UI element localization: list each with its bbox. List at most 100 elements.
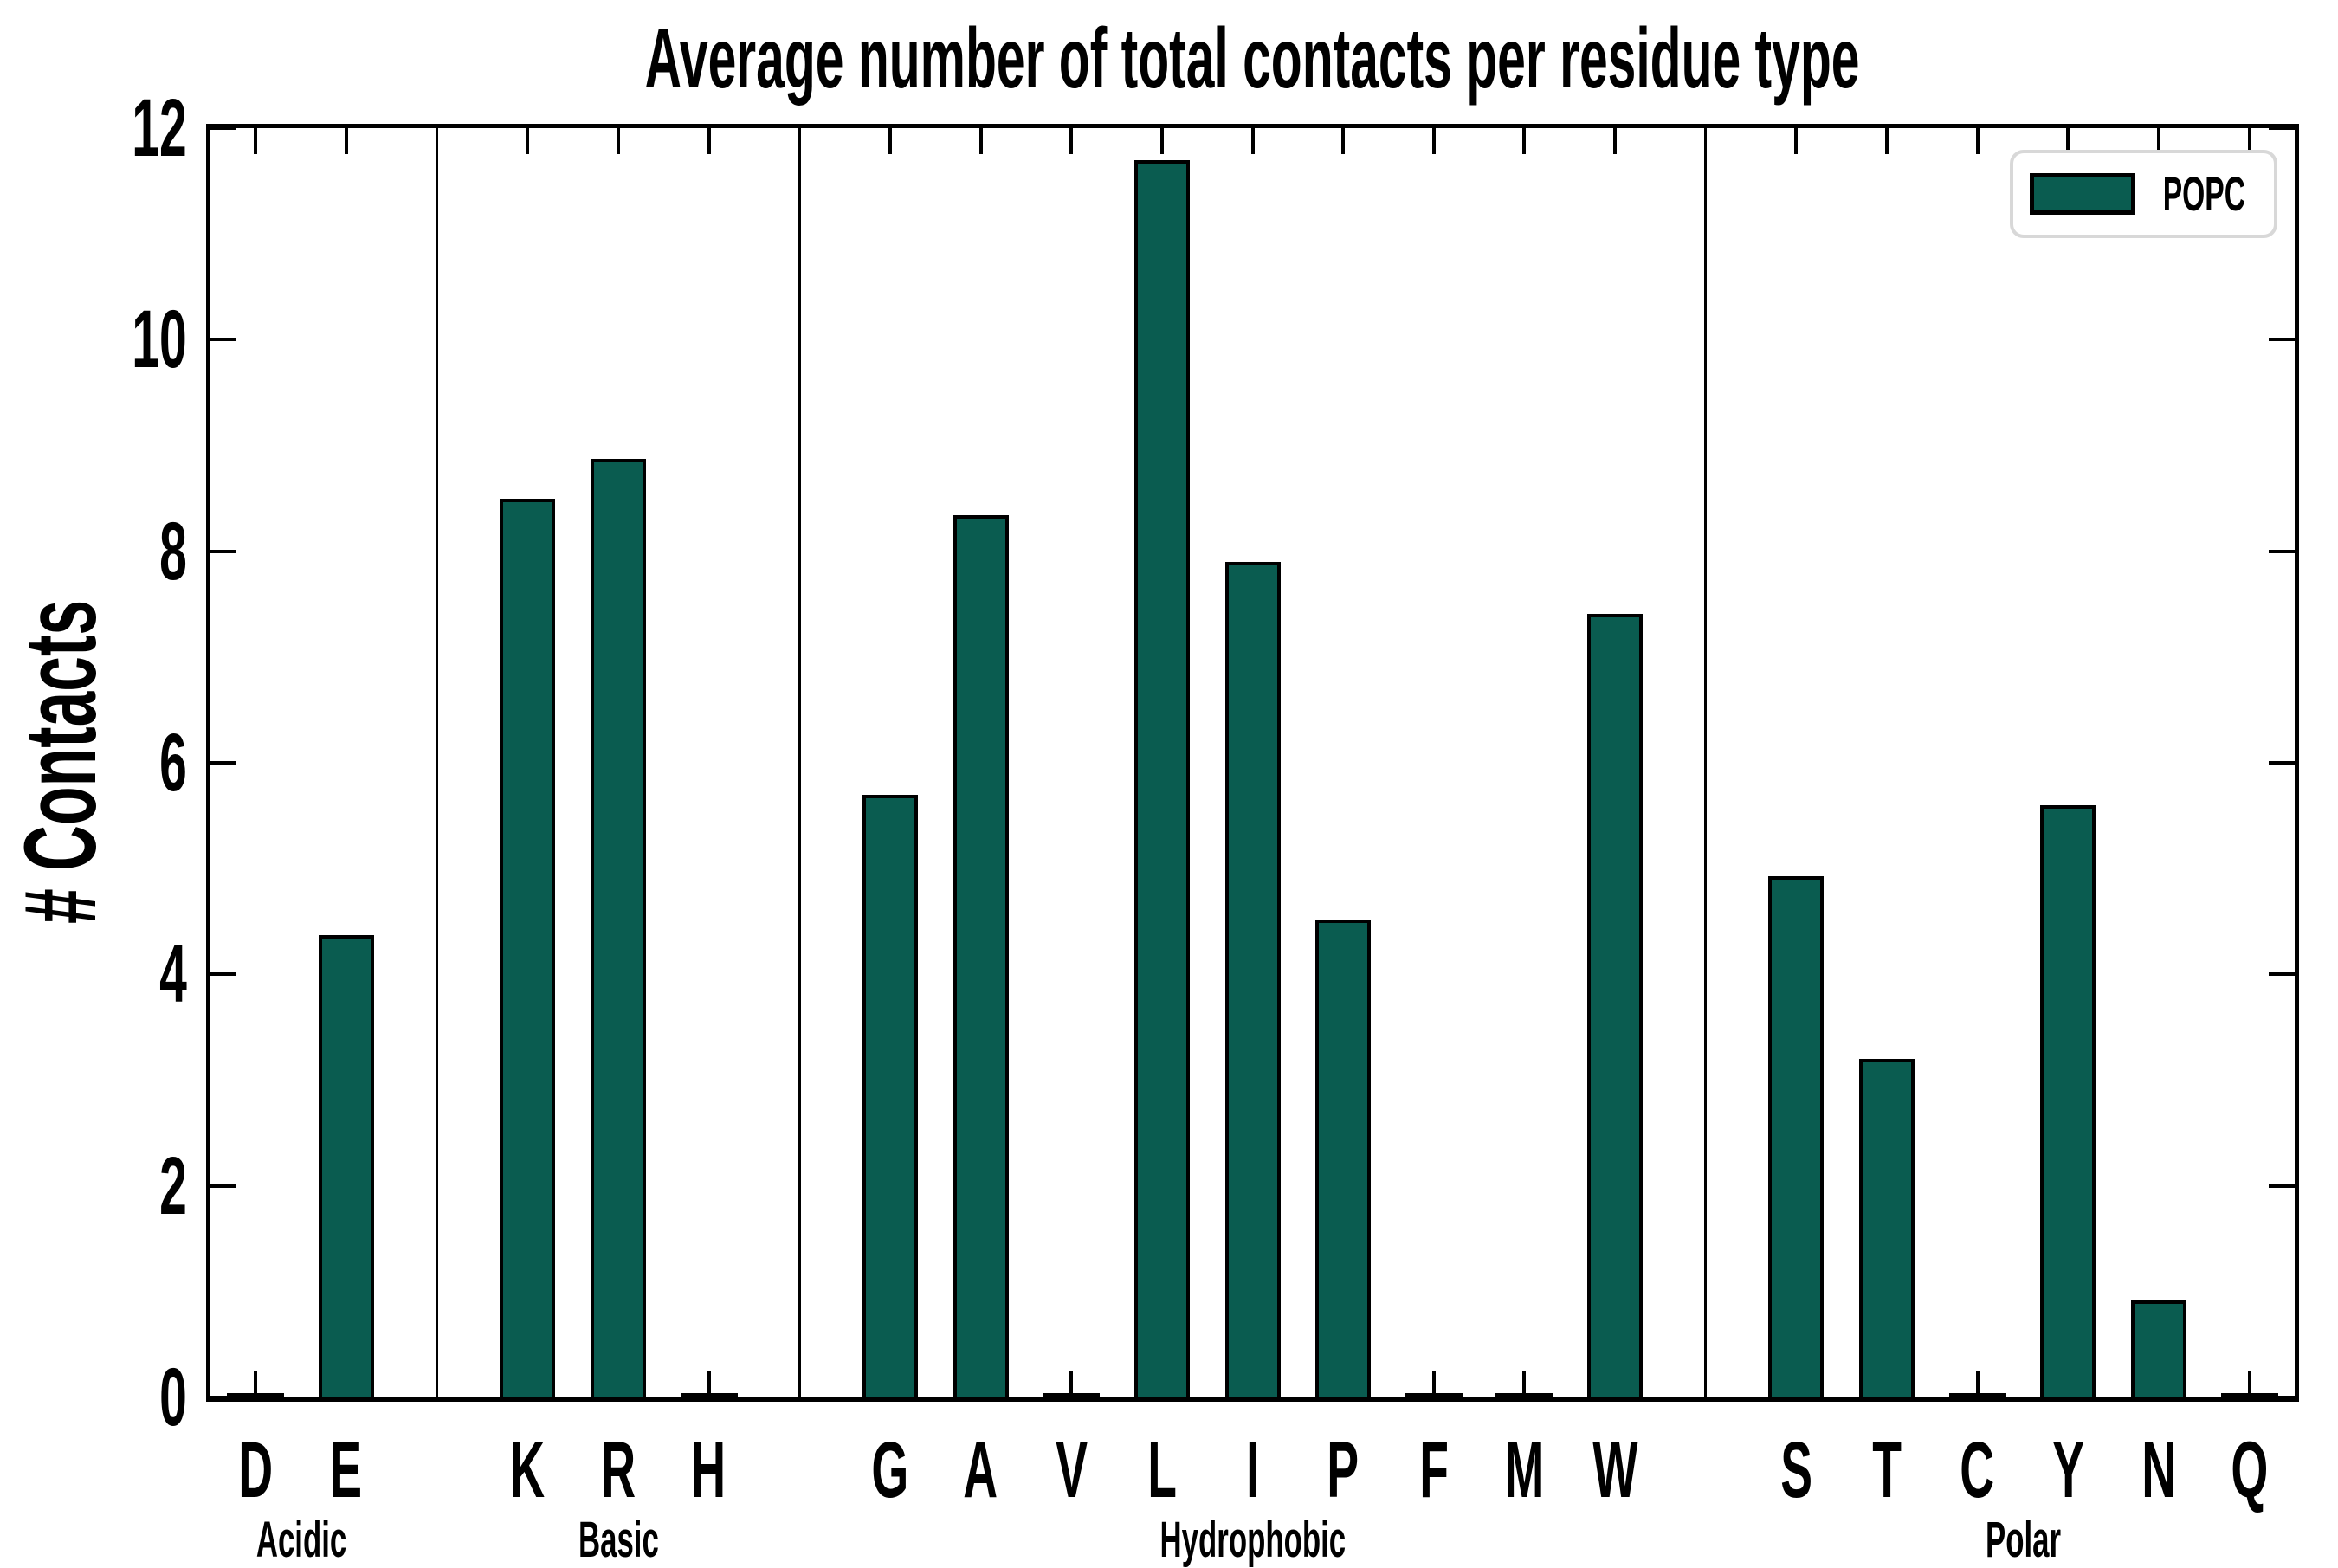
bar-L (1133, 160, 1190, 1397)
x-tick-bottom-D (254, 1371, 258, 1397)
x-tick-label-text: N (2141, 1426, 2176, 1514)
x-tick-label-text: R (600, 1426, 636, 1514)
group-divider (1704, 128, 1708, 1397)
y-tick-label-text: 2 (159, 1139, 187, 1232)
y-tick-label-text: 4 (159, 928, 187, 1021)
x-group-label-text: Hydrophobic (1159, 1512, 1346, 1568)
bar-Y (2040, 805, 2096, 1397)
legend: POPC (2010, 150, 2277, 238)
y-tick-2 (210, 1184, 236, 1188)
x-group-label-text: Polar (1985, 1512, 2061, 1568)
bar-zero-C (1948, 1393, 2006, 1397)
bar-G (862, 795, 918, 1397)
x-tick-label-R: R (566, 1427, 670, 1513)
x-group-label-polar: Polar (1832, 1513, 2213, 1568)
x-tick-label-text: V (1055, 1426, 1088, 1514)
x-group-label-text: Acidic (255, 1512, 346, 1568)
x-tick-top-C (1975, 128, 1980, 154)
x-tick-label-H: H (657, 1427, 761, 1513)
x-tick-label-M: M (1472, 1427, 1576, 1513)
x-tick-label-P: P (1291, 1427, 1395, 1513)
x-tick-label-text: P (1327, 1426, 1360, 1514)
y-tick-label-text: 12 (132, 82, 187, 174)
y-tick-right-4 (2269, 972, 2295, 977)
x-tick-label-F: F (1382, 1427, 1486, 1513)
legend-swatch-popc (2030, 173, 2135, 215)
bar-I (1224, 562, 1281, 1397)
x-tick-bottom-H (707, 1371, 711, 1397)
y-tick-label-6: 6 (0, 722, 187, 804)
x-tick-label-E: E (294, 1427, 398, 1513)
bar-P (1315, 920, 1372, 1397)
bar-S (1768, 876, 1825, 1397)
x-tick-top-F (1431, 128, 1436, 154)
x-tick-label-text: I (1245, 1426, 1260, 1514)
y-tick-12 (210, 126, 236, 130)
bar-zero-D (227, 1393, 285, 1397)
x-tick-top-G (888, 128, 892, 154)
x-tick-label-text: S (1779, 1426, 1812, 1514)
x-tick-label-text: C (1960, 1426, 1995, 1514)
x-tick-label-N: N (2107, 1427, 2211, 1513)
y-tick-label-4: 4 (0, 928, 187, 1021)
group-divider (436, 128, 439, 1397)
group-divider (798, 128, 801, 1397)
bar-zero-M (1495, 1393, 1553, 1397)
bar-A (953, 515, 1009, 1397)
x-tick-top-D (254, 128, 258, 154)
x-tick-label-text: G (871, 1426, 909, 1514)
x-tick-bottom-M (1522, 1371, 1527, 1397)
x-tick-label-text: W (1592, 1426, 1638, 1514)
y-tick-label-10: 10 (0, 299, 187, 381)
x-tick-top-Y (2066, 128, 2070, 154)
y-tick-right-12 (2269, 126, 2295, 130)
x-tick-label-text: H (691, 1426, 727, 1514)
bar-zero-H (680, 1393, 738, 1397)
x-tick-bottom-V (1069, 1371, 1074, 1397)
x-tick-label-text: D (238, 1426, 274, 1514)
y-tick-right-6 (2269, 761, 2295, 765)
y-tick-right-10 (2269, 338, 2295, 342)
plot-area (206, 124, 2299, 1402)
x-tick-label-Q: Q (2198, 1427, 2302, 1513)
x-tick-top-N (2157, 128, 2161, 154)
x-tick-label-A: A (929, 1427, 1033, 1513)
x-tick-top-V (1069, 128, 1074, 154)
x-group-label-basic: Basic (428, 1513, 809, 1568)
x-tick-label-text: E (330, 1426, 363, 1514)
y-tick-4 (210, 972, 236, 977)
x-tick-top-K (526, 128, 530, 154)
x-tick-label-Y: Y (2016, 1427, 2120, 1513)
x-tick-label-W: W (1563, 1427, 1667, 1513)
y-tick-right-8 (2269, 549, 2295, 553)
x-tick-top-R (616, 128, 620, 154)
x-tick-top-H (707, 128, 711, 154)
x-group-label-hydrophobic: Hydrophobic (1062, 1513, 1443, 1568)
chart-title-text: Average number of total contacts per res… (645, 10, 1860, 106)
y-tick-0 (210, 1396, 236, 1399)
x-tick-top-E (344, 128, 348, 154)
y-tick-6 (210, 761, 236, 765)
x-tick-bottom-Q (2247, 1371, 2251, 1397)
chart-title: Average number of total contacts per res… (206, 9, 2299, 108)
bar-zero-Q (2220, 1393, 2278, 1397)
x-tick-label-text: A (963, 1426, 998, 1514)
x-tick-label-K: K (475, 1427, 579, 1513)
x-tick-label-I: I (1201, 1427, 1305, 1513)
bar-W (1587, 614, 1644, 1397)
x-tick-label-text: F (1418, 1426, 1449, 1514)
legend-label-text: POPC (2162, 166, 2245, 221)
x-tick-top-T (1885, 128, 1889, 154)
y-tick-label-text: 0 (159, 1352, 187, 1443)
x-tick-label-S: S (1744, 1427, 1848, 1513)
y-tick-label-12: 12 (0, 82, 187, 174)
x-tick-label-V: V (1019, 1427, 1123, 1513)
x-tick-top-S (1794, 128, 1799, 154)
x-tick-top-M (1522, 128, 1527, 154)
x-group-label-text: Basic (578, 1512, 659, 1568)
x-tick-top-I (1250, 128, 1255, 154)
y-tick-8 (210, 549, 236, 553)
bar-K (500, 499, 556, 1397)
bar-T (1859, 1059, 1915, 1397)
